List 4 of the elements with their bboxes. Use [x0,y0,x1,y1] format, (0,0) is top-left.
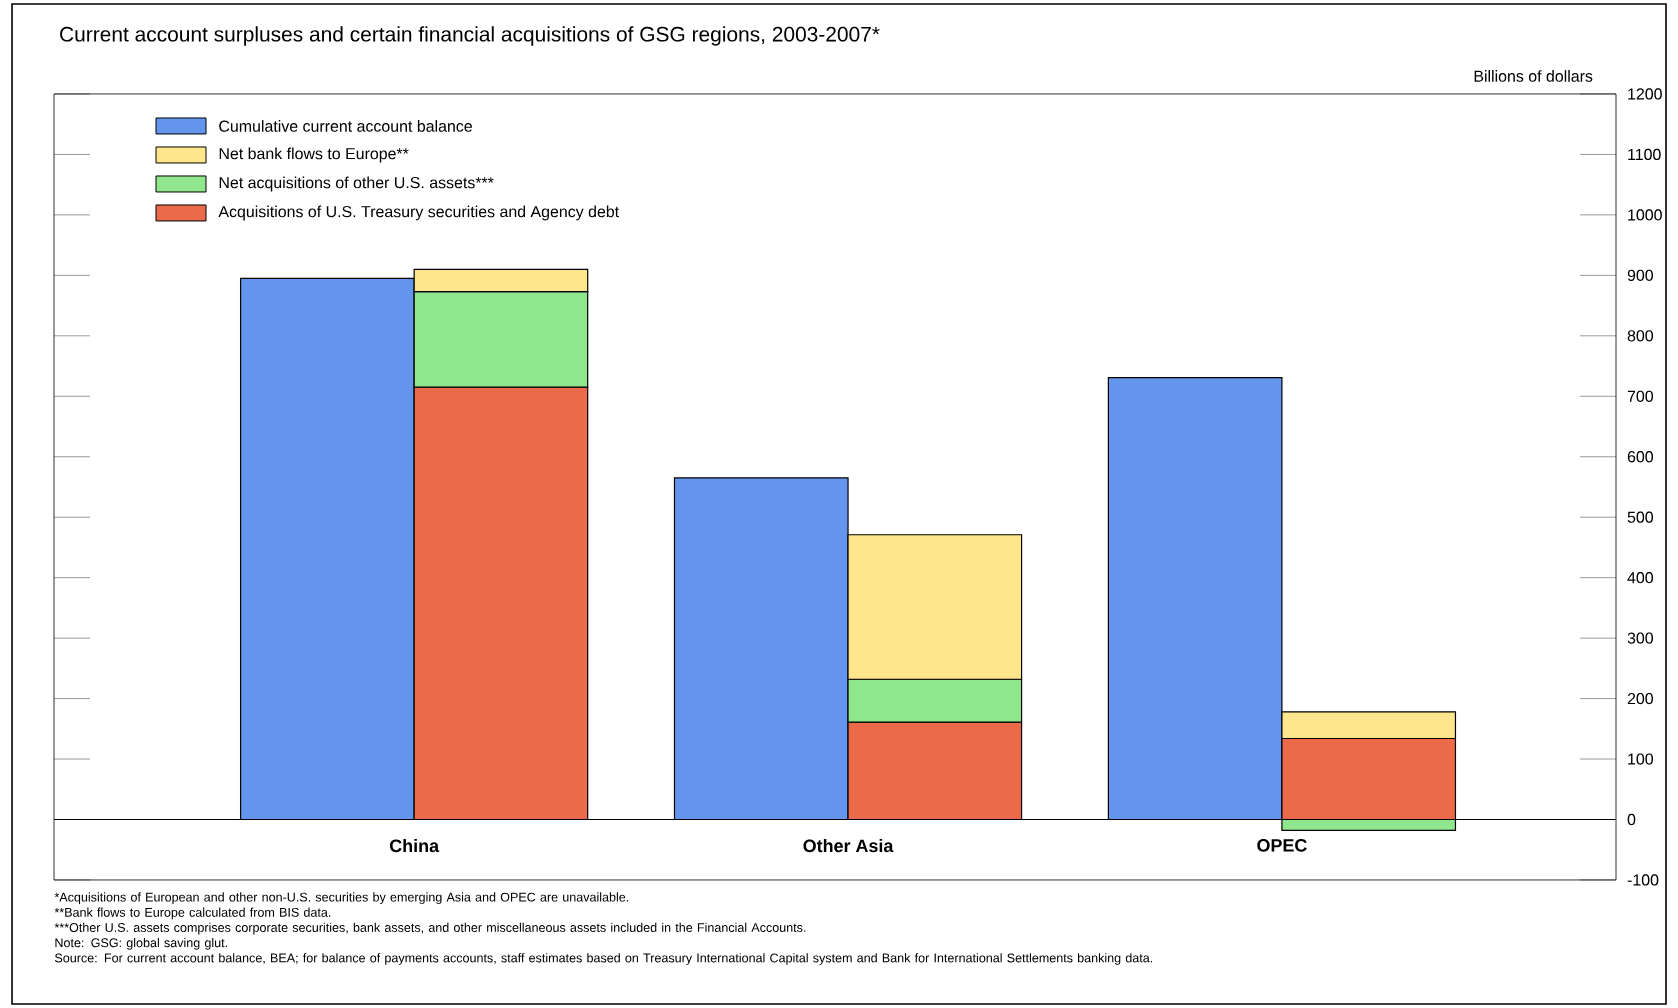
x-tick-label: China [389,839,440,853]
x-tick-label: OPEC [1257,839,1307,852]
chart-title: Current account surpluses and certain financial acquisitions of GSG regions, 2003-2007* [60,26,880,46]
x-tick-label: Other Asia [803,839,894,853]
